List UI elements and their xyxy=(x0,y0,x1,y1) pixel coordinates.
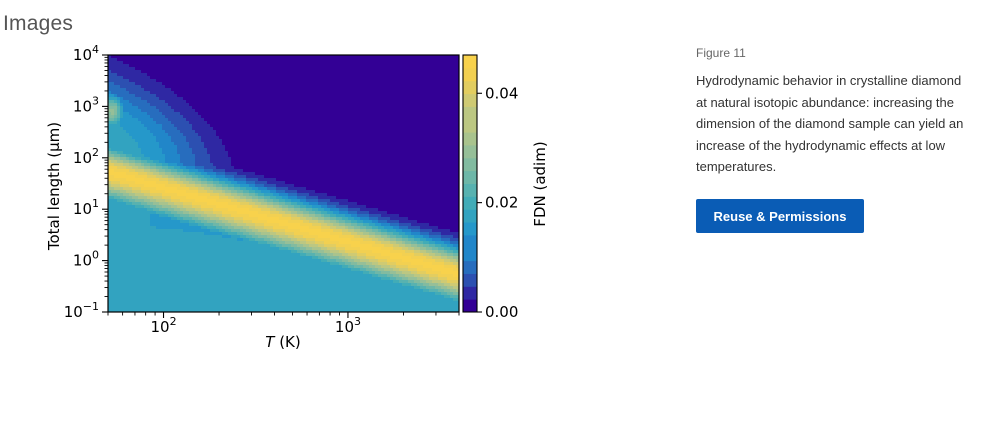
y-tick-label: 102 xyxy=(73,146,99,167)
colorbar-band xyxy=(463,55,477,69)
colorbar-band xyxy=(463,234,477,249)
colorbar-tick: 0.02 xyxy=(477,194,518,212)
y-tick: 101 xyxy=(73,197,108,218)
y-tick-label: 103 xyxy=(73,94,99,115)
plot-frame xyxy=(107,54,460,313)
y-tick-label: 101 xyxy=(73,197,99,218)
colorbar-band xyxy=(463,157,477,172)
figure-label: Figure 11 xyxy=(696,46,746,60)
colorbar-band xyxy=(463,299,477,313)
y-tick-label: 104 xyxy=(73,43,99,64)
x-tick-label: 102 xyxy=(150,315,176,336)
colorbar-band xyxy=(463,132,477,146)
colorbar-band xyxy=(463,80,477,95)
x-tick: 102 xyxy=(150,312,177,336)
colorbar-label: FDN (adim) xyxy=(531,141,549,226)
y-tick: 102 xyxy=(73,146,108,167)
colorbar-frame xyxy=(462,54,478,313)
colorbar-band xyxy=(463,273,477,287)
x-tick: 103 xyxy=(335,312,361,336)
y-tick: 100 xyxy=(73,249,108,270)
x-tick-label: 103 xyxy=(335,315,361,336)
colorbar-band xyxy=(463,106,477,120)
x-axis: 102 103 xyxy=(107,312,460,336)
y-tick: 10−1 xyxy=(64,300,108,321)
colorbar-tick: 0.04 xyxy=(477,84,518,102)
y-tick-label: 10−1 xyxy=(64,300,99,321)
y-tick-label: 100 xyxy=(73,249,99,270)
colorbar-band xyxy=(463,260,477,274)
colorbar-band xyxy=(463,170,477,184)
figure-image[interactable]: 102 103 104 103 102 101 100 10−1 T (K) Total l… xyxy=(0,0,560,360)
section-title: Images xyxy=(3,12,74,35)
colorbar-band xyxy=(463,196,477,210)
colorbar-band xyxy=(463,183,477,197)
colorbar-band xyxy=(463,144,477,159)
colorbar-tick-label: 0.00 xyxy=(485,303,518,321)
colorbar-band xyxy=(463,209,477,223)
colorbar: 0.00 0.02 0.04 xyxy=(462,54,518,321)
colorbar-tick: 0.00 xyxy=(477,303,518,321)
colorbar-band xyxy=(463,119,477,133)
x-axis-label: T (K) xyxy=(265,333,300,351)
colorbar-tick-label: 0.04 xyxy=(485,84,518,102)
caption-text: Hydrodynamic behavior in crystalline dia… xyxy=(696,73,964,174)
colorbar-band xyxy=(463,222,477,236)
colorbar-band xyxy=(463,93,477,107)
figure-caption: Figure 11 Hydrodynamic behavior in cryst… xyxy=(696,44,966,178)
colorbar-band xyxy=(463,247,477,262)
reuse-permissions-button[interactable]: Reuse & Permissions xyxy=(696,199,864,233)
y-tick: 103 xyxy=(73,94,108,115)
colorbar-band xyxy=(463,67,477,82)
y-axis-label: Total length (μm) xyxy=(45,122,63,251)
colorbar-band xyxy=(463,286,477,300)
fdn-heatmap-chart: 102 103 104 103 102 101 100 10−1 T (K) Total l… xyxy=(45,43,549,351)
y-axis: 104 103 102 101 100 10−1 xyxy=(64,43,108,321)
colorbar-tick-label: 0.02 xyxy=(485,194,518,212)
y-tick: 104 xyxy=(73,43,108,64)
heatmap-field xyxy=(108,55,459,312)
